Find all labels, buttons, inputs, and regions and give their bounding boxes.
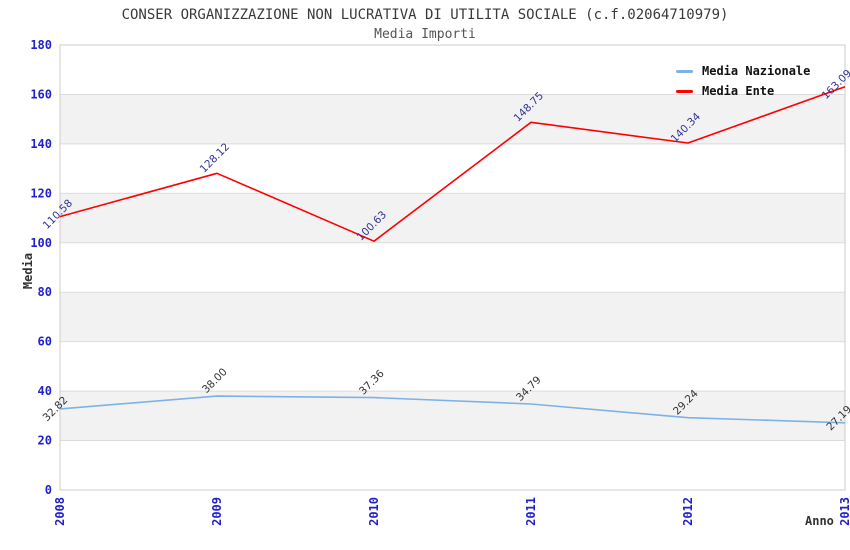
legend-item-media-nazionale: Media Nazionale [676, 61, 810, 81]
point-label: 128.12 [198, 141, 232, 175]
y-tick-label: 60 [38, 335, 52, 349]
plot-band [60, 94, 845, 144]
plot-band [60, 292, 845, 342]
chart-subtitle: Media Importi [374, 27, 476, 42]
y-tick-label: 180 [30, 38, 52, 52]
x-tick-label: 2009 [210, 497, 224, 526]
y-tick-label: 80 [38, 285, 52, 299]
legend-swatch-media-nazionale [676, 69, 693, 73]
legend: Media Nazionale Media Ente [676, 61, 810, 101]
y-tick-label: 40 [38, 384, 52, 398]
y-tick-label: 20 [38, 434, 52, 448]
series-line-media-nazionale [59, 395, 846, 424]
y-axis-title: Media [21, 252, 35, 290]
legend-label: Media Nazionale [702, 64, 811, 78]
x-tick-label: 2011 [524, 497, 538, 526]
plot-border [59, 44, 846, 491]
plot-band [60, 391, 845, 441]
y-tick-label: 140 [30, 137, 52, 151]
x-axis-title: Anno [805, 514, 834, 528]
y-tick-label: 0 [45, 483, 52, 497]
y-tick-label: 120 [30, 186, 52, 200]
y-tick-label: 100 [30, 236, 52, 250]
plot-band [60, 193, 845, 243]
y-tick-label: 160 [30, 87, 52, 101]
legend-item-media-ente: Media Ente [676, 81, 810, 101]
chart-title: CONSER ORGANIZZAZIONE NON LUCRATIVA DI U… [121, 7, 729, 23]
series-line-media-ente [59, 86, 846, 242]
legend-swatch-media-ente [676, 89, 693, 93]
legend-label: Media Ente [702, 84, 775, 98]
x-tick-label: 2010 [367, 497, 381, 526]
x-tick-label: 2013 [838, 497, 850, 526]
x-tick-label: 2012 [681, 497, 695, 526]
x-tick-label: 2008 [53, 497, 67, 526]
